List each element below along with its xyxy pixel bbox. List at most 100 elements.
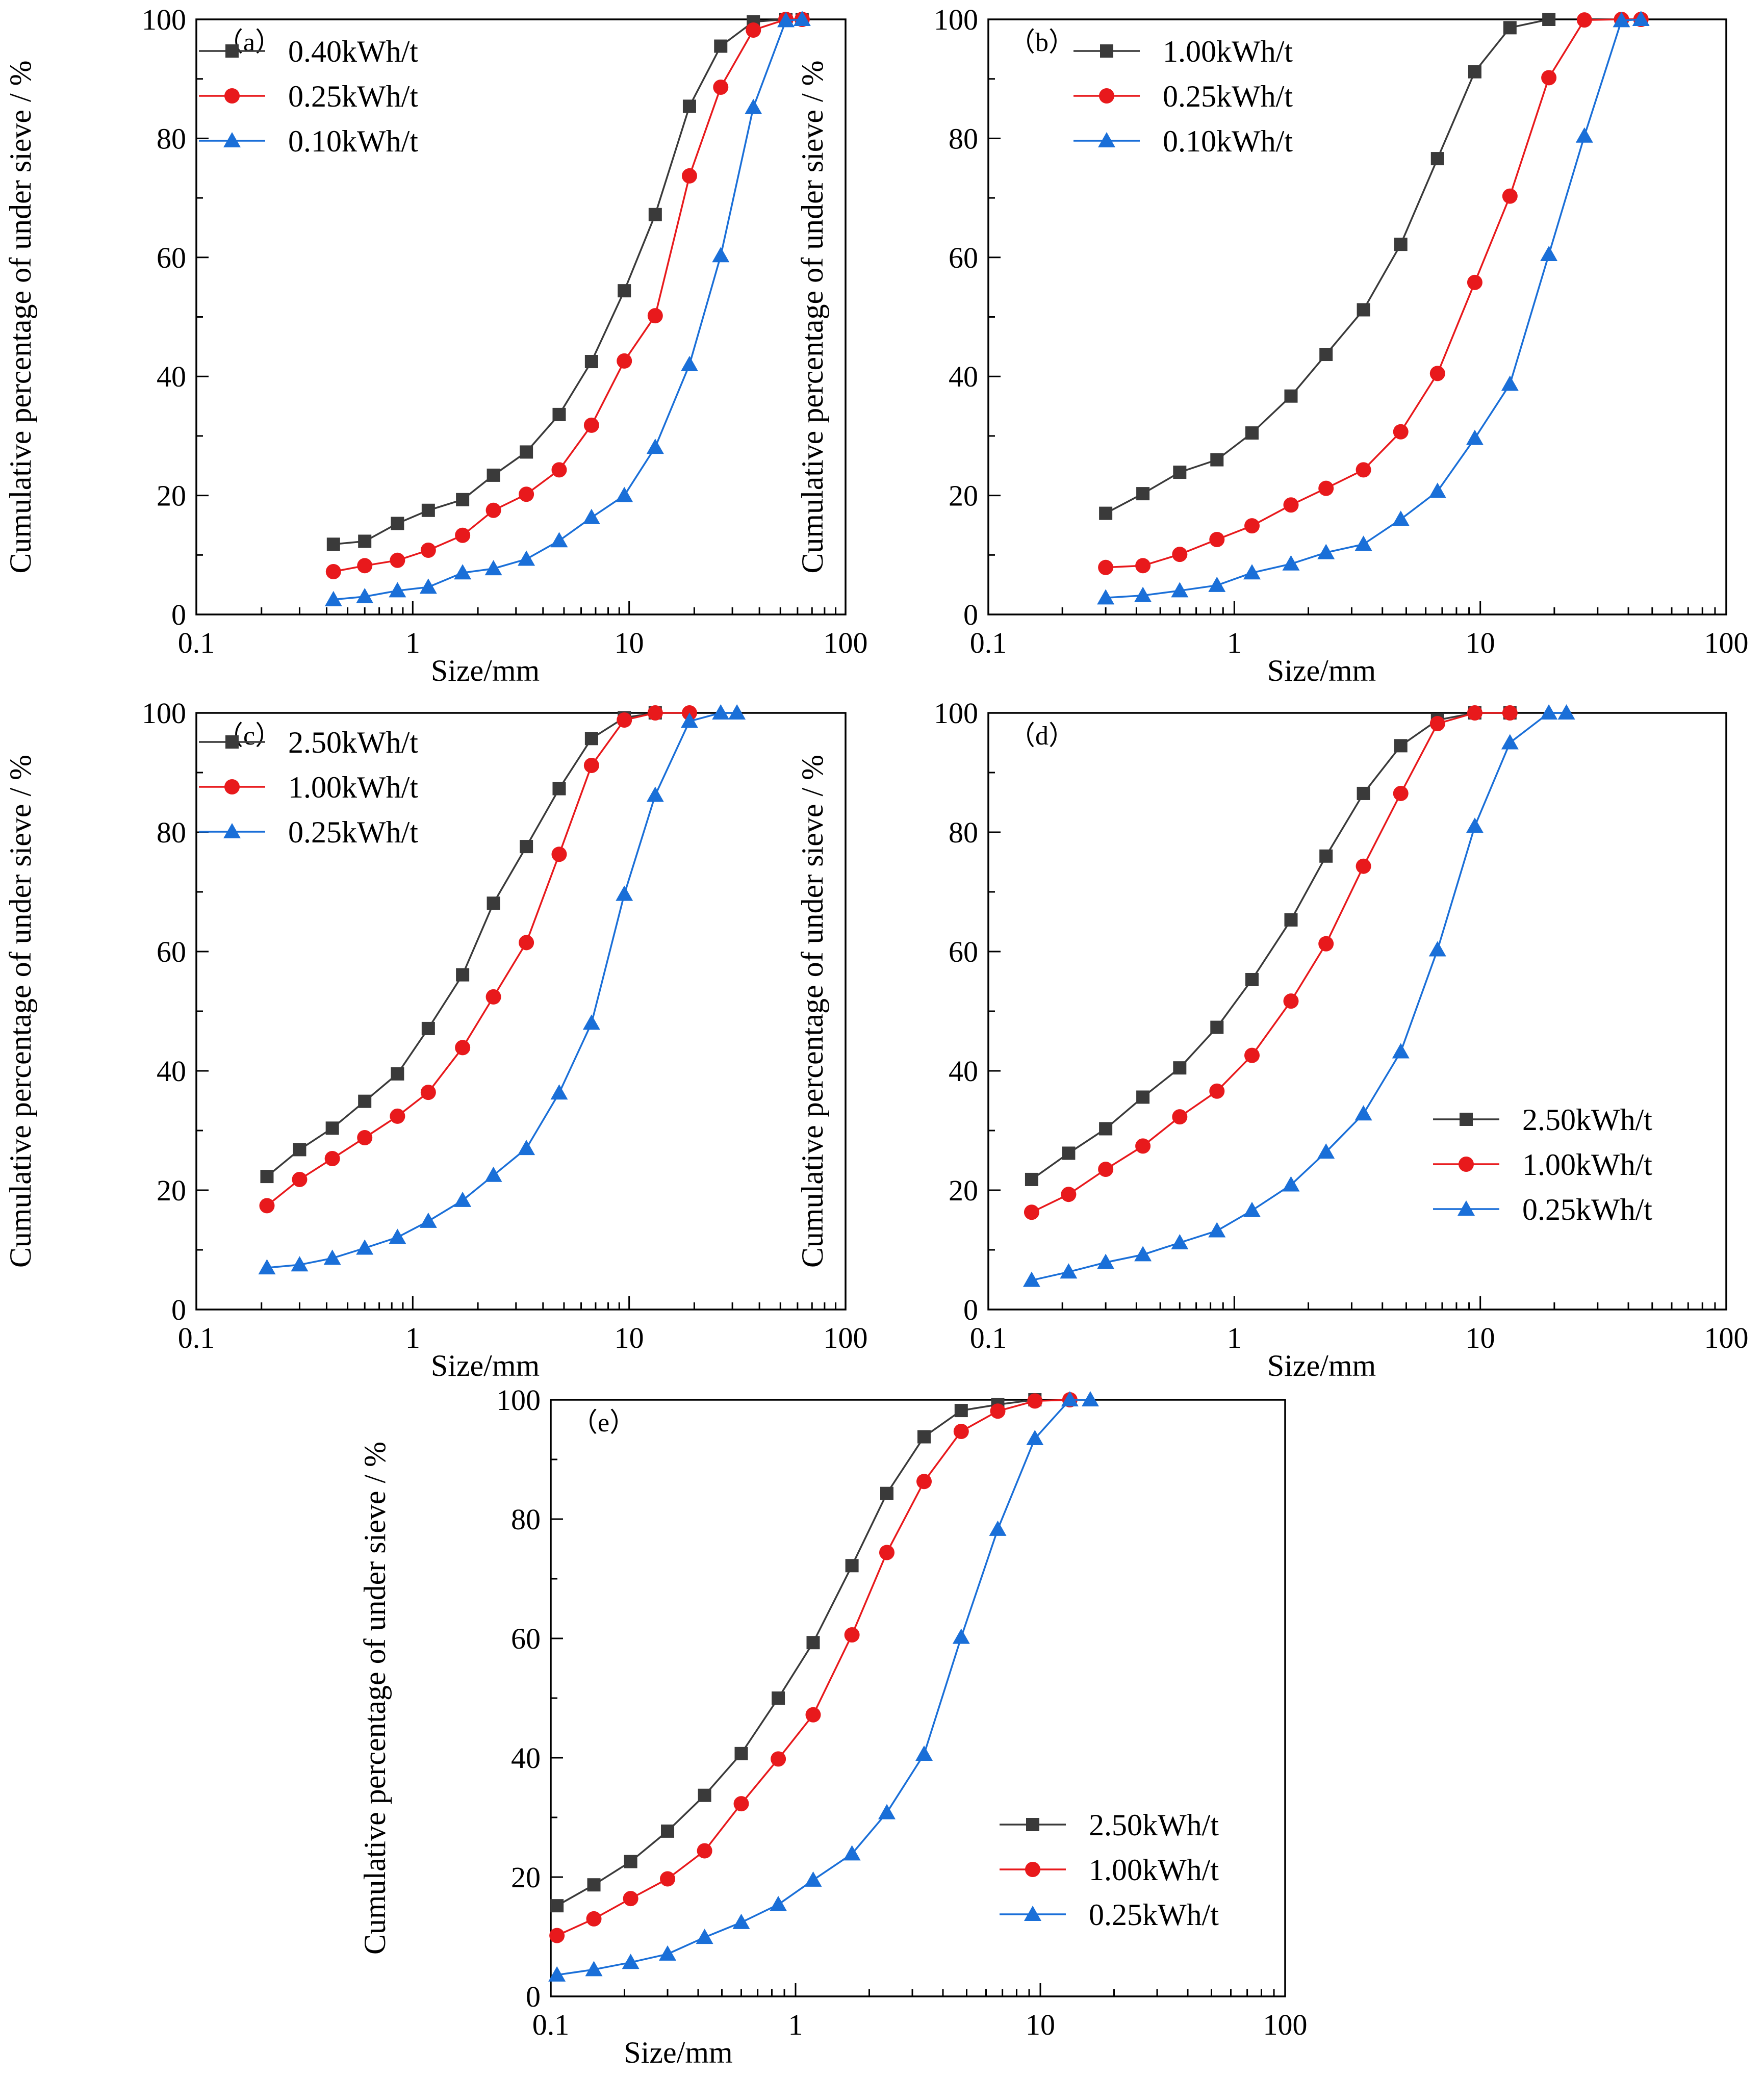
- data-point: [1209, 531, 1225, 547]
- data-point: [1319, 348, 1333, 362]
- data-point: [391, 517, 404, 530]
- data-point: [1394, 238, 1408, 251]
- series-triangle: [1022, 704, 1575, 1287]
- series-line: [556, 1399, 1090, 1976]
- chart-panel-e: 0.1 1 10 100 0 20 40 60 80 100 Size/mm Cumulative p…: [358, 1383, 1308, 2069]
- legend-marker: [225, 735, 239, 749]
- y-tick-label: 60: [511, 1622, 541, 1655]
- data-point: [682, 99, 696, 113]
- data-point: [1244, 1047, 1260, 1063]
- data-point: [1026, 1430, 1044, 1446]
- data-point: [1541, 70, 1557, 86]
- data-point: [728, 704, 746, 720]
- data-point: [680, 712, 698, 728]
- data-point: [520, 840, 533, 854]
- data-point: [550, 532, 568, 548]
- data-point: [1135, 558, 1151, 574]
- y-axis-label: Cumulative percentage of under sieve / %: [4, 60, 37, 573]
- data-point: [616, 885, 633, 901]
- data-point: [1061, 1391, 1079, 1406]
- data-point: [1393, 785, 1409, 801]
- data-point: [484, 1166, 502, 1182]
- y-tick-label: 100: [142, 3, 186, 36]
- x-tick-label: 1: [1227, 1321, 1242, 1354]
- y-tick-label: 80: [157, 122, 186, 155]
- data-point: [1318, 480, 1334, 496]
- y-tick-label: 80: [949, 816, 978, 849]
- data-point: [552, 782, 566, 796]
- series-line: [1105, 18, 1641, 599]
- data-point: [712, 247, 730, 263]
- data-point: [770, 1895, 787, 1911]
- y-tick-label: 0: [526, 1980, 541, 2013]
- data-point: [550, 1899, 564, 1913]
- x-tick-label: 0.1: [970, 1321, 1007, 1354]
- data-point: [732, 1913, 750, 1929]
- data-point: [1209, 1083, 1225, 1099]
- legend-label: 1.00kWh/t: [1522, 1148, 1652, 1182]
- data-point: [1172, 1109, 1188, 1125]
- data-point: [1284, 913, 1298, 927]
- x-axis-label: Size/mm: [1267, 1349, 1376, 1382]
- series-circle: [1024, 705, 1518, 1220]
- legend-label: 0.25kWh/t: [1089, 1898, 1219, 1932]
- series-line: [333, 18, 802, 573]
- data-point: [584, 732, 598, 746]
- data-point: [772, 1691, 785, 1705]
- data-point: [455, 1040, 471, 1056]
- x-axis-label: Size/mm: [1267, 654, 1376, 687]
- legend-marker: [1460, 1113, 1473, 1126]
- legend-marker: [1459, 1157, 1474, 1172]
- data-point: [1318, 936, 1334, 952]
- y-tick-label: 40: [511, 1741, 541, 1775]
- data-point: [1354, 1105, 1372, 1121]
- y-tick-label: 0: [171, 598, 186, 631]
- series-line: [1106, 18, 1641, 569]
- data-point: [552, 407, 566, 421]
- data-point: [582, 508, 600, 524]
- y-tick-label: 80: [511, 1503, 541, 1536]
- y-tick-label: 60: [157, 241, 186, 274]
- data-point: [1098, 559, 1114, 575]
- y-tick-label: 80: [949, 122, 978, 155]
- data-point: [1502, 188, 1518, 204]
- data-point: [1134, 586, 1152, 602]
- data-point: [358, 1094, 372, 1108]
- data-point: [734, 1747, 748, 1760]
- legend-label: 1.00kWh/t: [288, 771, 418, 804]
- data-point: [647, 705, 663, 721]
- panel-label: （b）: [1009, 28, 1075, 57]
- x-tick-label: 10: [1026, 2008, 1055, 2041]
- data-point: [487, 896, 500, 910]
- data-point: [646, 786, 664, 802]
- legend-label: 2.50kWh/t: [1089, 1808, 1219, 1842]
- data-point: [1540, 245, 1558, 261]
- data-point: [519, 935, 534, 951]
- data-point: [1022, 1271, 1040, 1287]
- data-point: [485, 502, 501, 518]
- data-point: [519, 486, 534, 502]
- data-point: [648, 208, 662, 221]
- data-point: [916, 1474, 932, 1490]
- series-line: [1031, 712, 1510, 1213]
- data-point: [1357, 303, 1370, 317]
- data-point: [1135, 1138, 1151, 1154]
- legend-label: 0.25kWh/t: [288, 815, 418, 849]
- data-point: [260, 1170, 274, 1184]
- data-point: [771, 1751, 786, 1767]
- data-point: [1244, 518, 1260, 534]
- data-point: [1172, 547, 1188, 562]
- data-point: [487, 468, 500, 482]
- series-triangle: [258, 704, 746, 1275]
- data-point: [713, 80, 729, 95]
- data-point: [616, 486, 633, 502]
- series-triangle: [548, 1391, 1099, 1982]
- legend-marker: [224, 779, 240, 794]
- data-point: [584, 355, 598, 369]
- data-point: [419, 578, 437, 594]
- data-point: [1429, 716, 1445, 732]
- data-point: [1468, 65, 1481, 79]
- data-point: [617, 353, 632, 369]
- data-point: [1394, 739, 1408, 753]
